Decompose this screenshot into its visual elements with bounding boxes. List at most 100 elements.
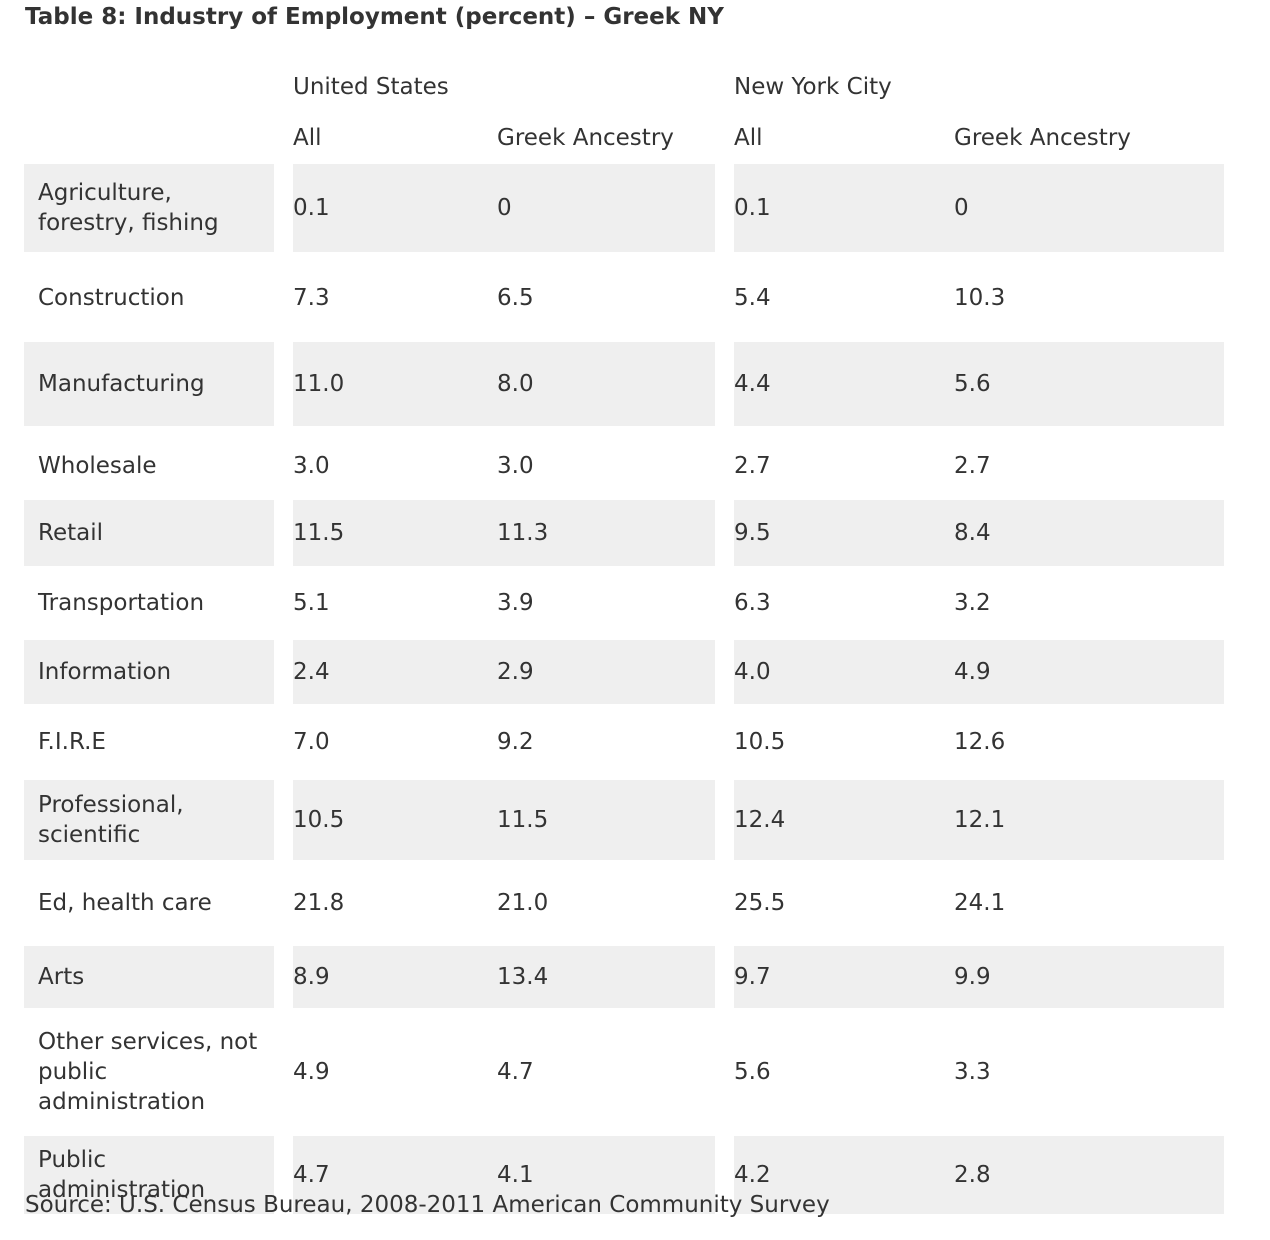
row-label: F.I.R.E xyxy=(38,729,106,755)
table-row-us-values: 4.7 4.1 xyxy=(293,1136,715,1214)
nyc-all-value: 6.3 xyxy=(734,590,771,616)
table-row-nyc-values: 9.7 9.9 xyxy=(734,946,1224,1008)
us-all-value: 8.9 xyxy=(293,964,330,990)
us-all-value: 7.0 xyxy=(293,729,330,755)
nyc-all-value: 5.6 xyxy=(734,1059,771,1085)
nyc-all-value: 12.4 xyxy=(734,807,786,833)
table-row-nyc-values: 5.4 10.3 xyxy=(734,266,1224,330)
us-greek-ancestry-value: 4.1 xyxy=(497,1162,534,1188)
table-row-us-values: 11.0 8.0 xyxy=(293,342,715,426)
employment-table: United States New York City All Greek An… xyxy=(24,62,1224,1214)
table-row-us-values: 7.3 6.5 xyxy=(293,266,715,330)
us-all-value: 5.1 xyxy=(293,590,330,616)
table-row-nyc-values: 10.5 12.6 xyxy=(734,714,1224,770)
nyc-greek-ancestry-value: 2.7 xyxy=(954,453,991,479)
us-greek-ancestry-value: 8.0 xyxy=(497,371,534,397)
nyc-greek-ancestry-value: 12.6 xyxy=(954,729,1006,755)
subheader-us-greek-ancestry: Greek Ancestry xyxy=(497,125,674,151)
nyc-all-value: 9.7 xyxy=(734,964,771,990)
table-row-nyc-values: 4.4 5.6 xyxy=(734,342,1224,426)
nyc-all-value: 5.4 xyxy=(734,285,771,311)
us-all-value: 7.3 xyxy=(293,285,330,311)
us-subheaders: All Greek Ancestry xyxy=(293,112,715,164)
nyc-greek-ancestry-value: 3.2 xyxy=(954,590,991,616)
us-greek-ancestry-value: 11.5 xyxy=(497,807,549,833)
table-row-nyc-values: 4.0 4.9 xyxy=(734,640,1224,704)
row-label: Construction xyxy=(38,285,185,311)
nyc-greek-ancestry-value: 0 xyxy=(954,195,969,221)
row-label: Arts xyxy=(24,946,274,1008)
group-header-united-states: United States xyxy=(293,74,449,100)
table-row-nyc-values: 5.6 3.3 xyxy=(734,1020,1224,1124)
row-label: Wholesale xyxy=(38,453,157,479)
row-label: Ed, health care xyxy=(38,890,212,916)
us-all-value: 11.0 xyxy=(293,371,345,397)
table-row-nyc-values: 2.7 2.7 xyxy=(734,440,1224,492)
us-greek-ancestry-value: 3.0 xyxy=(497,453,534,479)
nyc-all-value: 4.4 xyxy=(734,371,771,397)
row-label: Professional, scientific xyxy=(24,780,274,860)
nyc-greek-ancestry-value: 4.9 xyxy=(954,659,991,685)
us-all-value: 4.9 xyxy=(293,1059,330,1085)
us-all-value: 10.5 xyxy=(293,807,345,833)
table-row-us-values: 10.5 11.5 xyxy=(293,780,715,860)
row-label: Public administration xyxy=(24,1136,274,1214)
us-greek-ancestry-value: 21.0 xyxy=(497,890,549,916)
row-label: Manufacturing xyxy=(24,342,274,426)
nyc-greek-ancestry-value: 10.3 xyxy=(954,285,1006,311)
nyc-all-value: 9.5 xyxy=(734,520,771,546)
nyc-subheaders: All Greek Ancestry xyxy=(734,112,1224,164)
nyc-all-value: 4.2 xyxy=(734,1162,771,1188)
table-row-nyc-values: 6.3 3.2 xyxy=(734,576,1224,630)
table-row-us-values: 0.1 0 xyxy=(293,164,715,252)
nyc-greek-ancestry-value: 8.4 xyxy=(954,520,991,546)
nyc-all-value: 25.5 xyxy=(734,890,786,916)
table-row-us-values: 7.0 9.2 xyxy=(293,714,715,770)
nyc-greek-ancestry-value: 24.1 xyxy=(954,890,1006,916)
nyc-greek-ancestry-value: 9.9 xyxy=(954,964,991,990)
row-label: Agriculture, forestry, fishing xyxy=(24,164,274,252)
header-spacer xyxy=(24,62,274,112)
us-greek-ancestry-value: 4.7 xyxy=(497,1059,534,1085)
us-all-value: 11.5 xyxy=(293,520,345,546)
subheader-nyc-greek-ancestry: Greek Ancestry xyxy=(954,125,1131,151)
table-row-nyc-values: 0.1 0 xyxy=(734,164,1224,252)
us-greek-ancestry-value: 9.2 xyxy=(497,729,534,755)
us-greek-ancestry-value: 2.9 xyxy=(497,659,534,685)
group-header-new-york-city: New York City xyxy=(734,74,892,100)
table-title: Table 8: Industry of Employment (percent… xyxy=(25,4,724,30)
row-label: Other services, not public administratio… xyxy=(38,1029,258,1115)
table-row-nyc-values: 12.4 12.1 xyxy=(734,780,1224,860)
table-row-us-values: 4.9 4.7 xyxy=(293,1020,715,1124)
us-greek-ancestry-value: 11.3 xyxy=(497,520,549,546)
nyc-all-value: 4.0 xyxy=(734,659,771,685)
us-greek-ancestry-value: 13.4 xyxy=(497,964,549,990)
subheader-us-all: All xyxy=(293,125,322,151)
table-row-us-values: 21.8 21.0 xyxy=(293,874,715,932)
us-all-value: 0.1 xyxy=(293,195,330,221)
table-row-nyc-values: 25.5 24.1 xyxy=(734,874,1224,932)
us-greek-ancestry-value: 6.5 xyxy=(497,285,534,311)
table-row-nyc-values: 9.5 8.4 xyxy=(734,500,1224,566)
nyc-all-value: 10.5 xyxy=(734,729,786,755)
table-row-nyc-values: 4.2 2.8 xyxy=(734,1136,1224,1214)
table-row-us-values: 3.0 3.0 xyxy=(293,440,715,492)
source-note: Source: U.S. Census Bureau, 2008-2011 Am… xyxy=(25,1192,830,1218)
us-greek-ancestry-value: 3.9 xyxy=(497,590,534,616)
table-row-us-values: 2.4 2.9 xyxy=(293,640,715,704)
row-label: Retail xyxy=(24,500,274,566)
subheader-spacer xyxy=(24,112,274,164)
us-all-value: 2.4 xyxy=(293,659,330,685)
table-row-us-values: 8.9 13.4 xyxy=(293,946,715,1008)
nyc-greek-ancestry-value: 2.8 xyxy=(954,1162,991,1188)
nyc-all-value: 2.7 xyxy=(734,453,771,479)
nyc-greek-ancestry-value: 3.3 xyxy=(954,1059,991,1085)
row-label: Information xyxy=(24,640,274,704)
table-row-us-values: 5.1 3.9 xyxy=(293,576,715,630)
us-greek-ancestry-value: 0 xyxy=(497,195,512,221)
nyc-greek-ancestry-value: 12.1 xyxy=(954,807,1006,833)
nyc-greek-ancestry-value: 5.6 xyxy=(954,371,991,397)
subheader-nyc-all: All xyxy=(734,125,763,151)
table-row-us-values: 11.5 11.3 xyxy=(293,500,715,566)
row-label: Transportation xyxy=(38,590,205,616)
